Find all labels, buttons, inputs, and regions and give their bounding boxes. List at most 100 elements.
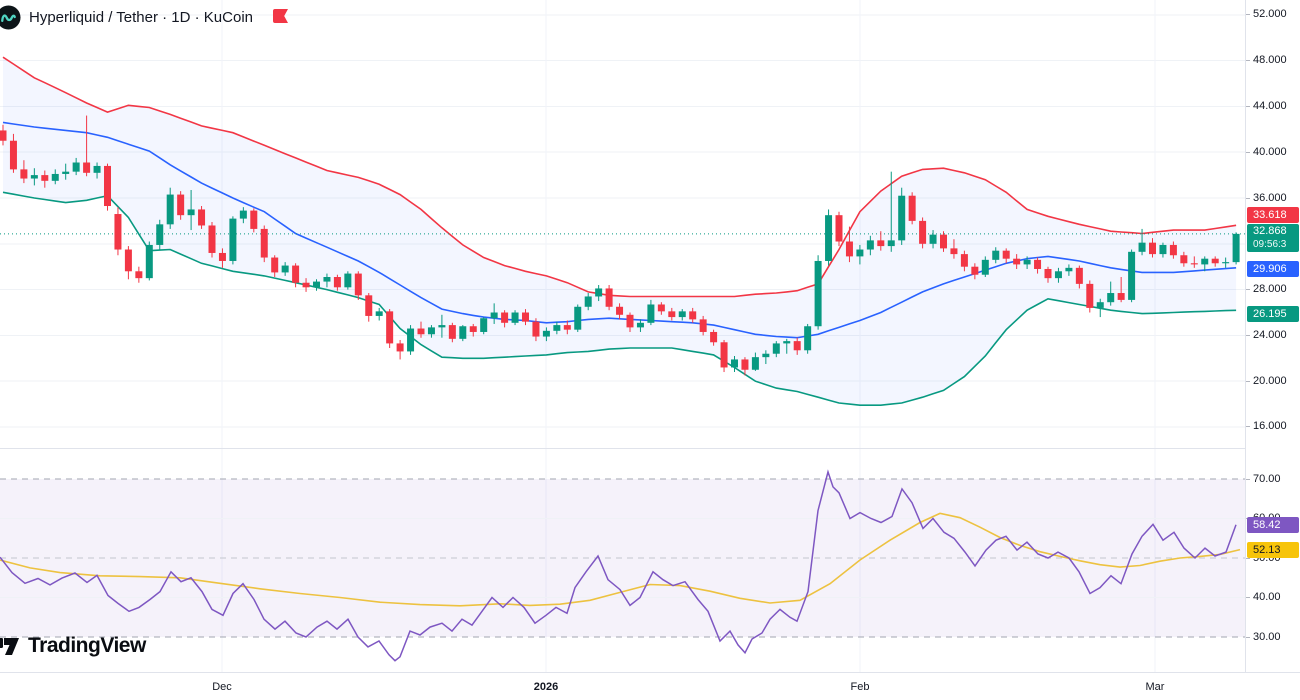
price-badge: 32.868 09:56:3	[1247, 224, 1299, 252]
candle-body	[835, 215, 843, 242]
candle-body	[1044, 268, 1052, 279]
candle-body	[1222, 262, 1230, 264]
candle-body	[731, 359, 738, 368]
candle-body	[438, 325, 446, 328]
candle-body	[177, 194, 185, 216]
candle-body	[208, 225, 216, 253]
flag-icon[interactable]	[272, 8, 289, 24]
price-axis-label: 20.000	[1253, 374, 1287, 387]
candle-body	[574, 306, 582, 330]
candle-body	[511, 312, 519, 323]
candle-body	[365, 295, 373, 316]
axis-tick	[1246, 60, 1250, 62]
candle-body	[678, 311, 686, 318]
candle-body	[898, 195, 906, 241]
candle-body	[1128, 251, 1136, 300]
candle-body	[1075, 267, 1083, 284]
candle-body	[1159, 244, 1167, 255]
candle-body	[459, 326, 467, 339]
rsi-axis-label: 30.00	[1253, 630, 1281, 643]
pane-separator[interactable]	[0, 448, 1300, 449]
candle-body	[51, 173, 59, 181]
time-axis-label: Feb	[850, 681, 870, 693]
candle-body	[1086, 283, 1094, 308]
candle-body	[699, 319, 707, 332]
axis-tick	[1246, 557, 1250, 559]
candle-body	[1107, 293, 1115, 303]
rsi-line	[0, 469, 1237, 662]
candle-body	[313, 281, 320, 288]
candle-body	[710, 331, 718, 343]
candle-body	[490, 312, 498, 319]
candle-body	[595, 288, 603, 297]
candle-body	[218, 252, 226, 261]
axis-tick	[1246, 151, 1250, 153]
symbol-title[interactable]: Hyperliquid / Tether · 1D · KuCoin	[29, 8, 253, 26]
candle-body	[877, 240, 885, 247]
bollinger-upper-line	[2, 56, 1237, 298]
candle-body	[1232, 233, 1240, 263]
candle-body	[751, 357, 759, 370]
candle-body	[250, 210, 258, 229]
main-chart-pane[interactable]	[0, 0, 1246, 448]
tradingview-watermark[interactable]: TradingView	[0, 631, 146, 661]
candle-body	[239, 210, 247, 219]
candle-body	[845, 241, 853, 257]
candle-body	[333, 277, 341, 288]
candle-body	[1013, 258, 1021, 265]
candle-body	[1096, 302, 1104, 308]
candle-body	[1054, 271, 1062, 279]
candle-body	[981, 259, 989, 275]
candle-body	[1117, 293, 1125, 300]
candle-body	[992, 250, 1000, 260]
rsi-badge: 52.13	[1247, 542, 1299, 558]
candle-body	[72, 162, 80, 172]
candle-body	[553, 325, 561, 331]
time-axis-label: Mar	[1145, 681, 1165, 693]
candle-body	[866, 240, 874, 250]
rsi-axis-label: 70.00	[1253, 472, 1281, 485]
price-axis-separator	[1245, 0, 1246, 672]
candle-body	[0, 130, 7, 141]
rsi-axis-label: 40.00	[1253, 591, 1281, 603]
candle-body	[793, 341, 801, 351]
candle-body	[960, 254, 968, 267]
time-axis-label: 2026	[533, 681, 559, 693]
candle-body	[41, 175, 49, 181]
candle-body	[741, 359, 749, 370]
axis-tick	[1246, 14, 1250, 16]
time-axis[interactable]: Dec 2026 Feb Mar	[0, 673, 1300, 700]
candle-body	[950, 248, 958, 255]
price-badge: 29.906	[1247, 261, 1299, 277]
time-axis-separator	[0, 672, 1300, 673]
candle-body	[1149, 242, 1156, 255]
candle-body	[762, 353, 770, 358]
candle-body	[198, 209, 206, 226]
candle-body	[427, 327, 435, 335]
candle-body	[229, 218, 237, 261]
candle-body	[375, 311, 383, 316]
price-axis-label: 16.000	[1253, 420, 1287, 433]
price-axis[interactable]: 52.000 48.000 44.000 40.000 36.000 28.000 24.0…	[1246, 0, 1300, 672]
candle-body	[783, 341, 791, 344]
price-axis-label: 44.000	[1253, 99, 1287, 112]
candle-body	[135, 271, 143, 279]
rsi-badge: 58.42	[1247, 517, 1299, 533]
candle-body	[668, 311, 676, 318]
watermark-text: TradingView	[28, 634, 146, 657]
axis-tick	[1246, 426, 1250, 428]
axis-tick	[1246, 197, 1250, 199]
candle-body	[825, 215, 833, 261]
candle-body	[605, 288, 613, 307]
candle-body	[1065, 267, 1073, 272]
candle-body	[407, 328, 415, 352]
candle-body	[814, 260, 822, 327]
candle-body	[281, 265, 289, 273]
bollinger-fill	[3, 57, 1237, 406]
candle-body	[83, 162, 91, 173]
candle-body	[971, 266, 979, 275]
rsi-indicator-pane[interactable]	[0, 449, 1246, 672]
candle-body	[689, 311, 697, 320]
candle-body	[156, 224, 164, 245]
